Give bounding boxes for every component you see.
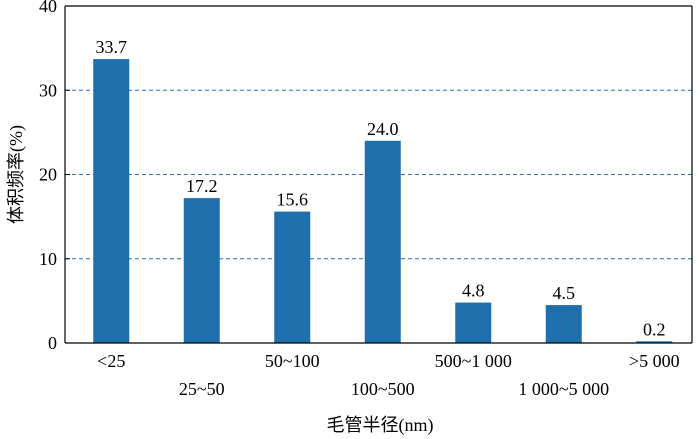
- x-tick-label-2: 50~100: [265, 351, 320, 371]
- y-tick-label-20: 20: [39, 165, 57, 185]
- data-label-0: 33.7: [96, 37, 128, 57]
- bar-3: [364, 140, 401, 343]
- y-tick-label-30: 30: [39, 80, 57, 100]
- y-axis-ticks: 0 10 20 30 40: [39, 0, 70, 353]
- data-label-5: 4.5: [553, 283, 576, 303]
- x-tick-label-3: 100~500: [351, 379, 415, 399]
- y-axis-title: 体积频率(%): [6, 125, 27, 224]
- x-tick-label-6: >5 000: [629, 351, 680, 371]
- y-tick-label-10: 10: [39, 249, 57, 269]
- data-label-1: 17.2: [186, 176, 218, 196]
- bar-5: [545, 305, 582, 343]
- data-label-3: 24.0: [367, 119, 399, 139]
- y-tick-label-40: 40: [39, 0, 57, 16]
- data-label-4: 4.8: [462, 281, 485, 301]
- x-tick-label-0: <25: [97, 351, 125, 371]
- data-label-6: 0.2: [643, 319, 666, 339]
- x-axis-ticks: <25 25~50 50~100 100~500 500~1 000 1 000~5 00…: [97, 351, 679, 399]
- x-tick-label-4: 500~1 000: [435, 351, 512, 371]
- x-axis-title: 毛管半径(nm): [327, 415, 434, 436]
- bar-4: [455, 302, 492, 343]
- data-label-2: 15.6: [277, 190, 309, 210]
- bars: [93, 59, 673, 343]
- bar-2: [274, 211, 311, 343]
- y-tick-label-0: 0: [48, 333, 57, 353]
- bar-0: [93, 59, 130, 343]
- x-tick-label-1: 25~50: [179, 379, 225, 399]
- bar-1: [183, 198, 220, 343]
- bar-6: [636, 341, 673, 343]
- x-tick-label-5: 1 000~5 000: [518, 379, 609, 399]
- data-labels: 33.7 17.2 15.6 24.0 4.8 4.5 0.2: [96, 37, 666, 339]
